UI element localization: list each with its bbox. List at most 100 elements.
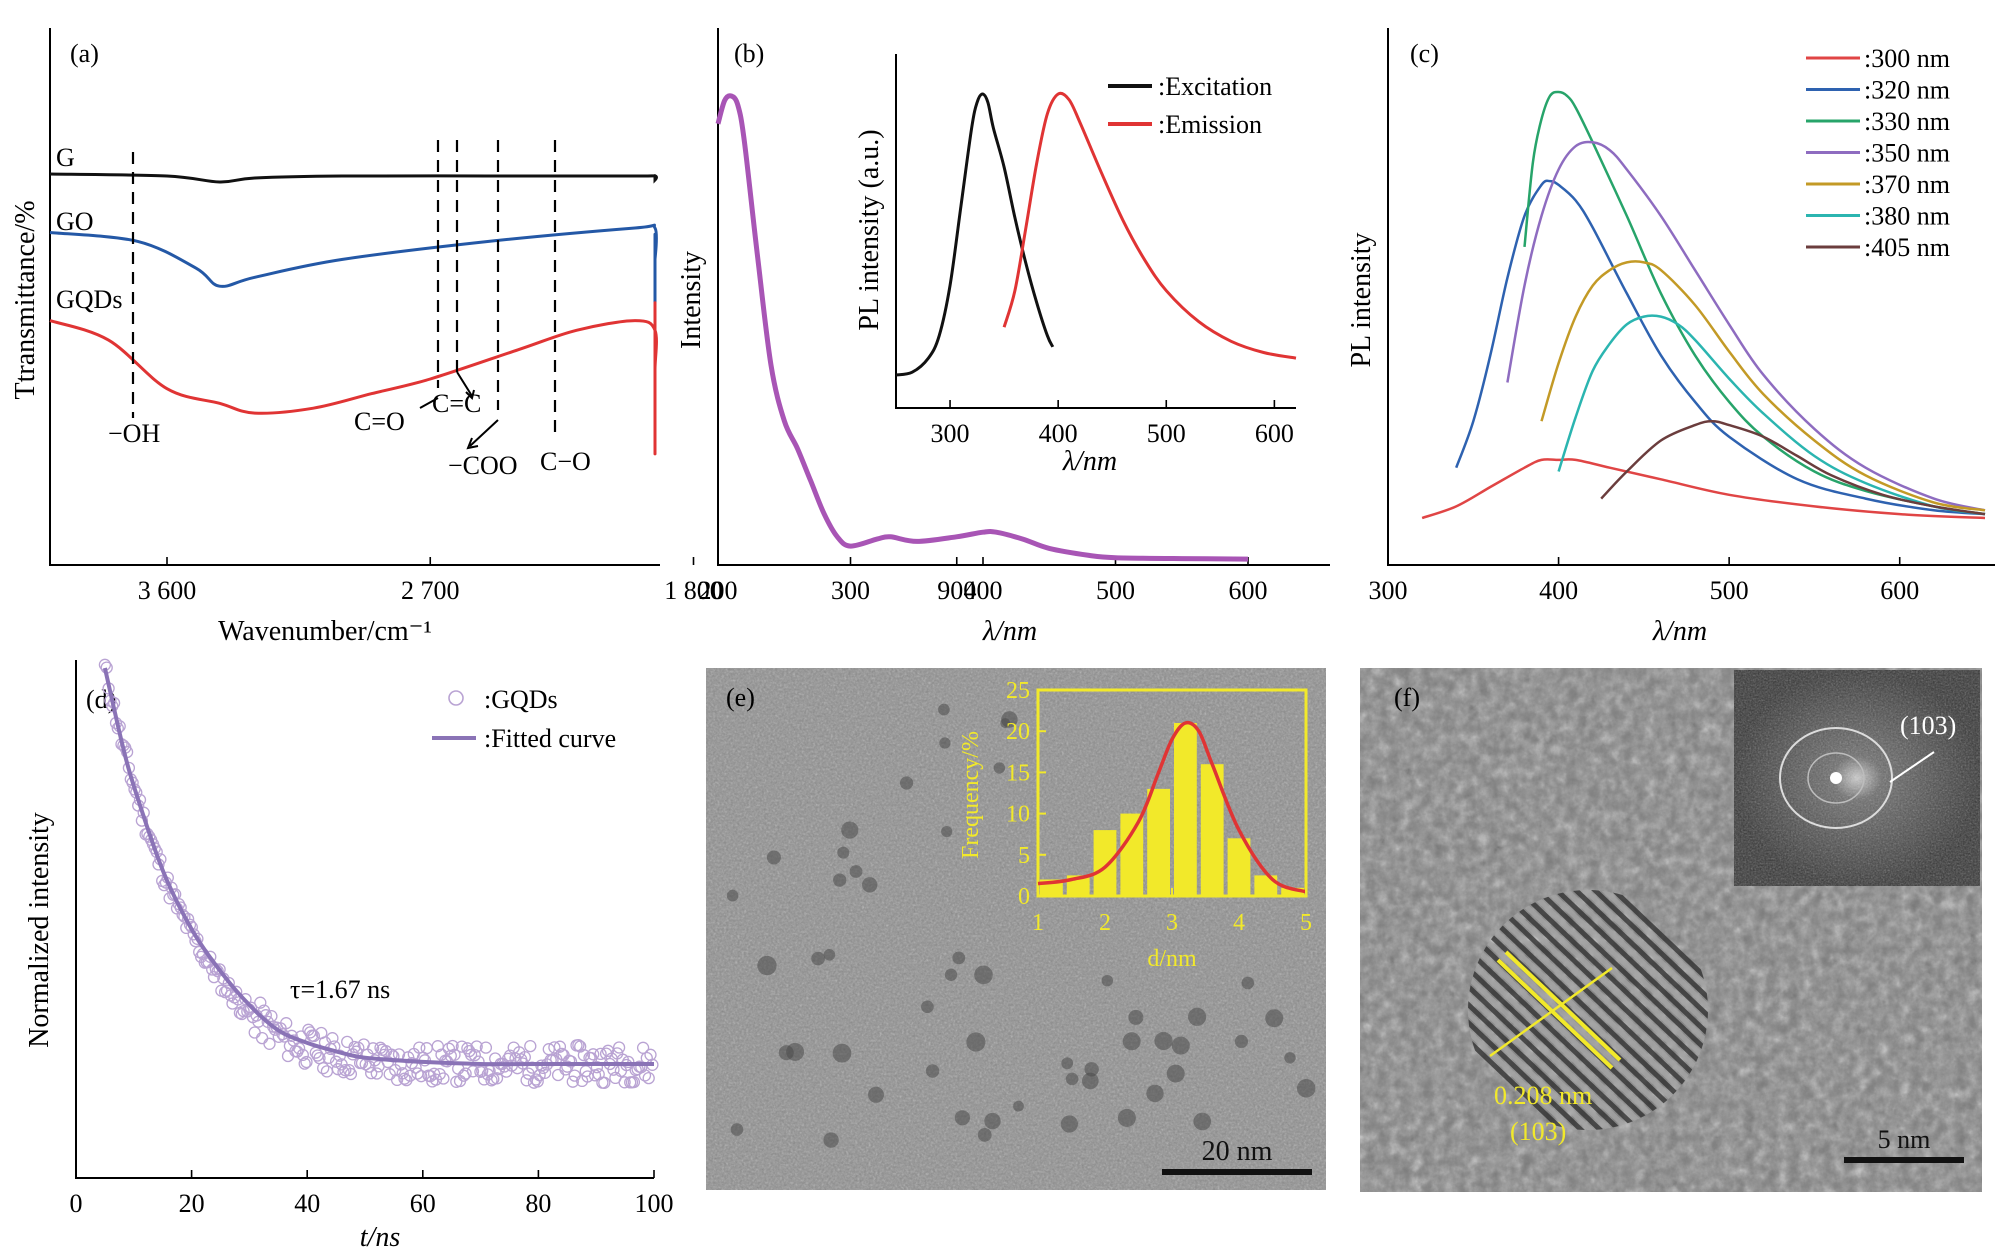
scatter-point xyxy=(598,1076,611,1089)
histogram-bar xyxy=(1120,813,1144,896)
tem-particle xyxy=(1146,1084,1164,1103)
tem-particle xyxy=(1154,1031,1173,1051)
lattice-fringe xyxy=(1468,890,1708,1130)
lattice-fringe xyxy=(1468,890,1708,1130)
panel-b-inset-axes xyxy=(895,54,1296,409)
legend-entry: :320 nm xyxy=(1864,76,1950,105)
panel-d-ylabel: Normalized intensity xyxy=(24,812,55,1048)
fft-center xyxy=(1830,772,1842,784)
scalebar-e-label: 20 nm xyxy=(1202,1136,1273,1167)
scatter-point xyxy=(572,1039,585,1052)
scatter-point xyxy=(524,1039,537,1053)
tem-particle xyxy=(984,1112,1001,1130)
legend-entry: :330 nm xyxy=(1864,107,1950,136)
panel-a-x-ticklabel: 900 xyxy=(937,576,976,605)
panel-b-x-ticklabel: 300 xyxy=(831,576,870,605)
tem-particle xyxy=(766,850,781,865)
panel-d-xlabel: t/ns xyxy=(360,1222,401,1253)
panel-d-x-ticklabel: 100 xyxy=(635,1189,674,1218)
legend-entry: :300 nm xyxy=(1864,44,1950,73)
annot-c-o: C−O xyxy=(540,447,591,476)
lattice-fringe xyxy=(1468,890,1708,1130)
tem-particle xyxy=(841,821,859,839)
panel-b-label: (b) xyxy=(734,39,764,68)
scatter-point xyxy=(529,1073,543,1086)
annot-oh: −OH xyxy=(108,419,160,448)
tem-particle xyxy=(1082,1072,1099,1090)
annot-coo: −COO xyxy=(448,451,518,480)
scatter-point xyxy=(618,1076,631,1089)
panel-d-x-ticklabel: 80 xyxy=(525,1189,551,1218)
scatter-point xyxy=(485,1074,498,1087)
scatter-point xyxy=(533,1068,546,1082)
scatter-point xyxy=(638,1069,652,1082)
panel-c-x-ticklabel: 600 xyxy=(1880,576,1919,605)
lattice-fringe xyxy=(1468,890,1708,1130)
legend-emission: :Emission xyxy=(1158,110,1262,139)
panel-b-x-ticklabel: 200 xyxy=(699,576,738,605)
scatter-point xyxy=(448,1048,461,1061)
panel-a-axes xyxy=(49,28,660,566)
scatter-point xyxy=(400,1073,413,1087)
histogram-yticklabel: 15 xyxy=(1006,760,1030,786)
legend-entry: :405 nm xyxy=(1864,233,1950,262)
series-line-330-nm xyxy=(1523,90,1986,516)
tem-particle xyxy=(966,1032,986,1052)
panel-b-series xyxy=(715,93,1249,562)
lattice-fringe xyxy=(1468,890,1676,1130)
lattice-fringe xyxy=(1481,890,1708,1130)
scatter-point xyxy=(248,1026,261,1039)
scatter-point xyxy=(396,1067,409,1080)
panel-b-absorption: (b) 200 300 400 500 600 λ/nm Intensity 300 40… xyxy=(676,28,1330,647)
scatter-point xyxy=(592,1068,605,1081)
lattice-fringe xyxy=(1468,890,1708,1130)
histogram-yticklabel: 0 xyxy=(1018,884,1030,910)
series-line-go xyxy=(49,223,658,340)
scatter-point xyxy=(237,1004,250,1018)
histogram-xticklabel: 5 xyxy=(1300,910,1312,936)
tem-particle xyxy=(1241,976,1255,990)
lattice-fringe xyxy=(1468,890,1708,1130)
panel-d-x-ticklabel: 0 xyxy=(70,1189,83,1218)
lattice-fringe xyxy=(1490,890,1708,1130)
scatter-point xyxy=(446,1039,459,1053)
tem-particle xyxy=(952,951,966,965)
panel-c-legend: :300 nm:320 nm:330 nm:350 nm:370 nm:380 … xyxy=(1806,44,1950,262)
tem-particle xyxy=(730,1123,744,1136)
scatter-point xyxy=(292,1042,306,1055)
scatter-point xyxy=(459,1067,472,1080)
lattice-fringe xyxy=(1468,890,1708,1130)
scatter-point xyxy=(568,1069,581,1082)
tem-particle xyxy=(944,968,958,981)
histogram-bar xyxy=(1227,838,1251,896)
panel-a-xlabel: Wavenumber/cm⁻¹ xyxy=(218,616,432,647)
histogram-yticklabel: 25 xyxy=(1006,678,1030,704)
lattice-fringe xyxy=(1468,890,1705,1130)
scatter-point xyxy=(479,1041,493,1054)
scatter-point xyxy=(464,1048,478,1061)
arrow-coo xyxy=(466,419,499,450)
tem-particle xyxy=(1060,1115,1078,1133)
tem-particle xyxy=(925,1064,940,1078)
histogram-ticks: 1 2 3 4 5 0 5 10 15 20 25 xyxy=(1006,678,1312,936)
tem-particle xyxy=(837,846,850,859)
lattice-fringe xyxy=(1500,890,1708,1130)
panel-b-inset-ylabel: PL intensity (a.u.) xyxy=(854,129,885,330)
scatter-point xyxy=(622,1055,635,1069)
tem-particle xyxy=(757,955,777,976)
scatter-point xyxy=(300,1055,313,1069)
scatter-point xyxy=(420,1042,433,1055)
scatter-point xyxy=(307,1029,321,1043)
tem-particle xyxy=(921,1000,934,1014)
tem-particle xyxy=(1265,1009,1284,1028)
tem-particle xyxy=(1188,1007,1207,1026)
panel-b-inset-x-ticklabel: 300 xyxy=(931,419,970,448)
series-line-370-nm xyxy=(1540,260,1986,512)
panel-c-x-ticklabel: 300 xyxy=(1369,576,1408,605)
histogram-yticklabel: 20 xyxy=(1006,719,1030,745)
tem-particle xyxy=(974,965,993,985)
scatter-point xyxy=(366,1042,380,1055)
tem-particle xyxy=(938,703,950,716)
panel-a-label: (a) xyxy=(70,39,99,68)
